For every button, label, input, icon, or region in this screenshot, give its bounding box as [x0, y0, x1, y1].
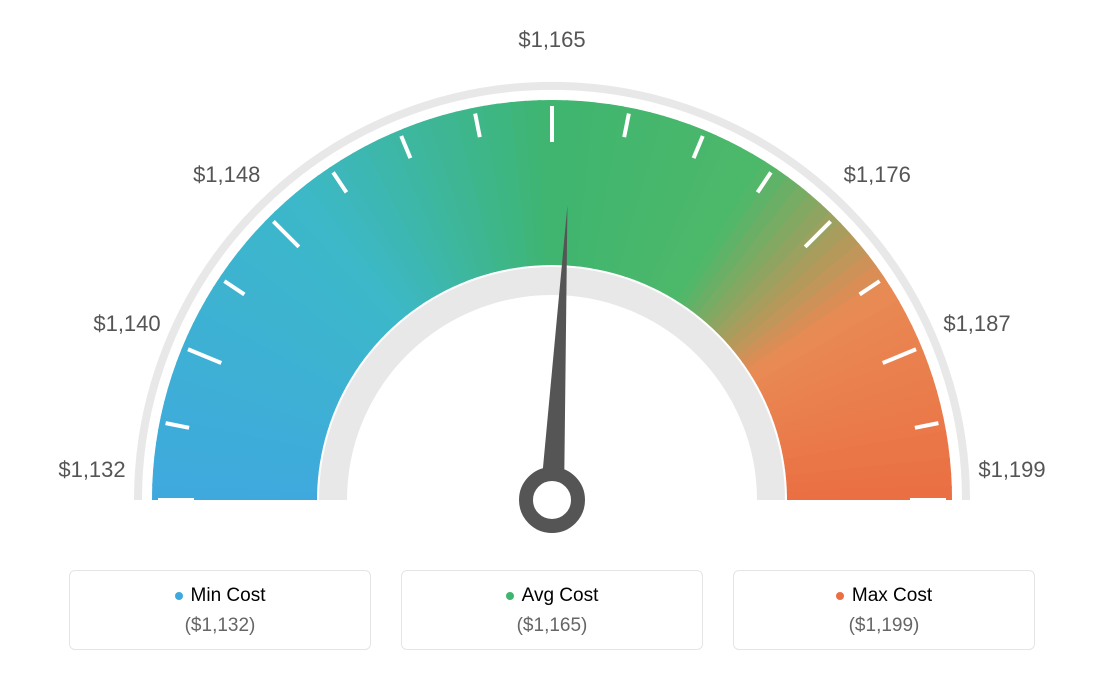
gauge-tick-label: $1,165	[518, 27, 585, 53]
gauge-chart: $1,132 $1,140 $1,148 $1,165 $1,176 $1,187 $1,1…	[0, 0, 1104, 560]
dot-icon	[175, 592, 183, 600]
legend-value-avg: ($1,165)	[402, 615, 702, 637]
cost-gauge-widget: $1,132 $1,140 $1,148 $1,165 $1,176 $1,187 $1,1…	[0, 0, 1104, 690]
gauge-tick-label: $1,176	[844, 162, 911, 188]
legend-title-avg-text: Avg Cost	[522, 585, 599, 606]
gauge-svg	[0, 0, 1104, 560]
legend-title-min-text: Min Cost	[191, 585, 266, 606]
gauge-tick-label: $1,148	[193, 162, 260, 188]
legend-title-max-text: Max Cost	[852, 585, 932, 606]
gauge-tick-label: $1,187	[943, 311, 1010, 337]
legend-title-min: Min Cost	[70, 585, 370, 607]
legend-title-max: Max Cost	[734, 585, 1034, 607]
gauge-tick-label: $1,140	[93, 311, 160, 337]
legend-row: Min Cost ($1,132) Avg Cost ($1,165) Max …	[0, 570, 1104, 650]
gauge-tick-label: $1,199	[978, 457, 1045, 483]
gauge-tick-label: $1,132	[58, 457, 125, 483]
legend-value-max: ($1,199)	[734, 615, 1034, 637]
legend-card-avg: Avg Cost ($1,165)	[401, 570, 703, 650]
legend-card-max: Max Cost ($1,199)	[733, 570, 1035, 650]
legend-card-min: Min Cost ($1,132)	[69, 570, 371, 650]
legend-value-min: ($1,132)	[70, 615, 370, 637]
dot-icon	[506, 592, 514, 600]
dot-icon	[836, 592, 844, 600]
legend-title-avg: Avg Cost	[402, 585, 702, 607]
